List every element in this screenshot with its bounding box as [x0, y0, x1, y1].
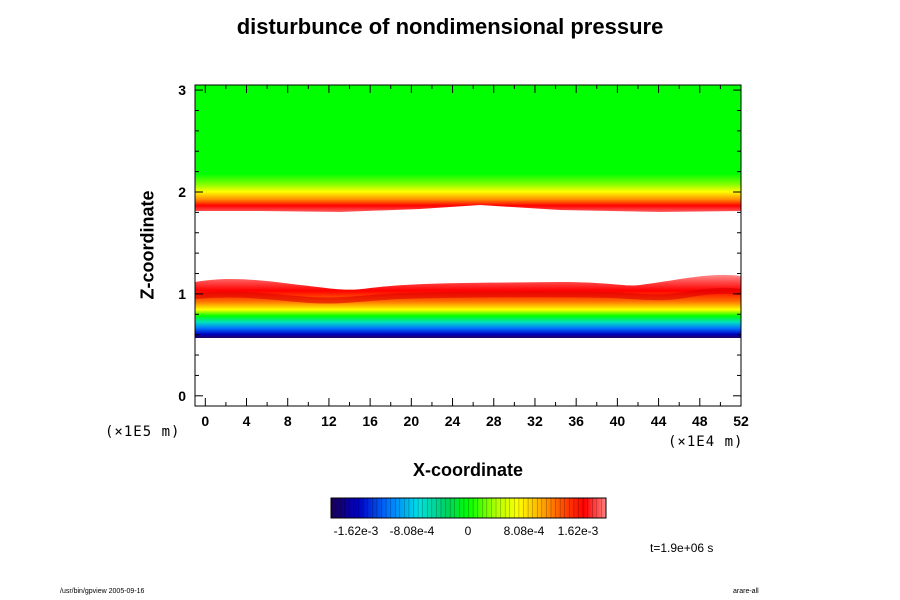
colorbar-dividers [335, 498, 602, 518]
x-tick-label: 52 [733, 413, 749, 429]
colorbar-tick-label: 0 [464, 524, 472, 538]
x-tick-label: 48 [692, 413, 708, 429]
lower-field [195, 274, 741, 338]
x-tick-label: 32 [527, 413, 543, 429]
y-tick-label: 3 [178, 82, 186, 98]
x-tick-label: 16 [362, 413, 378, 429]
y-tick-label: 2 [178, 184, 186, 200]
chart-title: disturbunce of nondimensional pressure [236, 14, 664, 39]
x-tick-label: 24 [445, 413, 461, 429]
x-tick-label: 0 [201, 413, 209, 429]
footer-command: /usr/bin/gpview 2005-09-16 [60, 588, 145, 595]
x-tick-label: 20 [404, 413, 420, 429]
y-axis: 0 1 2 3 [178, 82, 741, 404]
x-tick-label: 44 [651, 413, 667, 429]
y-tick-label: 0 [178, 388, 186, 404]
lower-band-shade [195, 287, 741, 304]
x-scale-note: (×1E4 m) [668, 434, 744, 450]
upper-field [195, 85, 741, 212]
x-tick-label: 4 [243, 413, 251, 429]
y-tick-label: 1 [178, 286, 186, 302]
plot-frame [194, 84, 742, 407]
x-tick-label: 12 [321, 413, 337, 429]
y-axis-label: Z-coordinate [137, 190, 158, 300]
colorbar-tick-label: -1.62e-3 [333, 524, 379, 538]
colorbar-tick-label: 8.08e-4 [503, 524, 545, 538]
colorbar-tick-label: -8.08e-4 [389, 524, 435, 538]
x-tick-label: 36 [568, 413, 584, 429]
footer-filename: arare-all [733, 588, 759, 595]
x-axis-label: X-coordinate [412, 460, 524, 480]
time-annotation: t=1.9e+06 s [650, 541, 714, 555]
x-tick-label: 40 [610, 413, 626, 429]
y-scale-note: (×1E5 m) [105, 424, 181, 440]
x-tick-label: 28 [486, 413, 502, 429]
colorbar-tick-label: 1.62e-3 [557, 524, 599, 538]
x-tick-label: 8 [284, 413, 292, 429]
x-axis: 0 4 8 12 16 20 24 28 32 36 40 44 48 52 [201, 85, 749, 429]
